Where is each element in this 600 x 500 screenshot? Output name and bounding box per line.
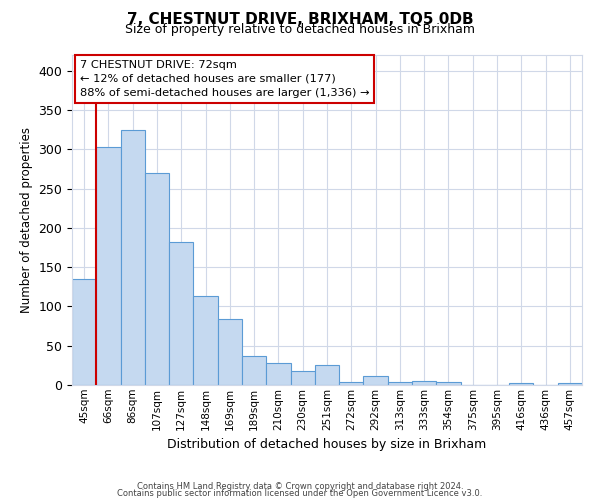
Bar	[169, 242, 193, 385]
Bar	[339, 382, 364, 385]
Text: Contains public sector information licensed under the Open Government Licence v3: Contains public sector information licen…	[118, 490, 482, 498]
Text: 7 CHESTNUT DRIVE: 72sqm
← 12% of detached houses are smaller (177)
88% of semi-d: 7 CHESTNUT DRIVE: 72sqm ← 12% of detache…	[80, 60, 369, 98]
Bar	[72, 279, 96, 385]
Y-axis label: Number of detached properties: Number of detached properties	[20, 127, 33, 313]
Text: Size of property relative to detached houses in Brixham: Size of property relative to detached ho…	[125, 22, 475, 36]
Bar	[290, 371, 315, 385]
Bar	[436, 382, 461, 385]
Bar	[509, 382, 533, 385]
Bar	[242, 356, 266, 385]
Bar	[315, 366, 339, 385]
Text: Contains HM Land Registry data © Crown copyright and database right 2024.: Contains HM Land Registry data © Crown c…	[137, 482, 463, 491]
Bar	[145, 173, 169, 385]
Bar	[121, 130, 145, 385]
Bar	[388, 382, 412, 385]
Bar	[364, 376, 388, 385]
X-axis label: Distribution of detached houses by size in Brixham: Distribution of detached houses by size …	[167, 438, 487, 451]
Bar	[218, 319, 242, 385]
Bar	[96, 147, 121, 385]
Bar	[558, 382, 582, 385]
Bar	[412, 381, 436, 385]
Bar	[193, 296, 218, 385]
Text: 7, CHESTNUT DRIVE, BRIXHAM, TQ5 0DB: 7, CHESTNUT DRIVE, BRIXHAM, TQ5 0DB	[127, 12, 473, 28]
Bar	[266, 363, 290, 385]
